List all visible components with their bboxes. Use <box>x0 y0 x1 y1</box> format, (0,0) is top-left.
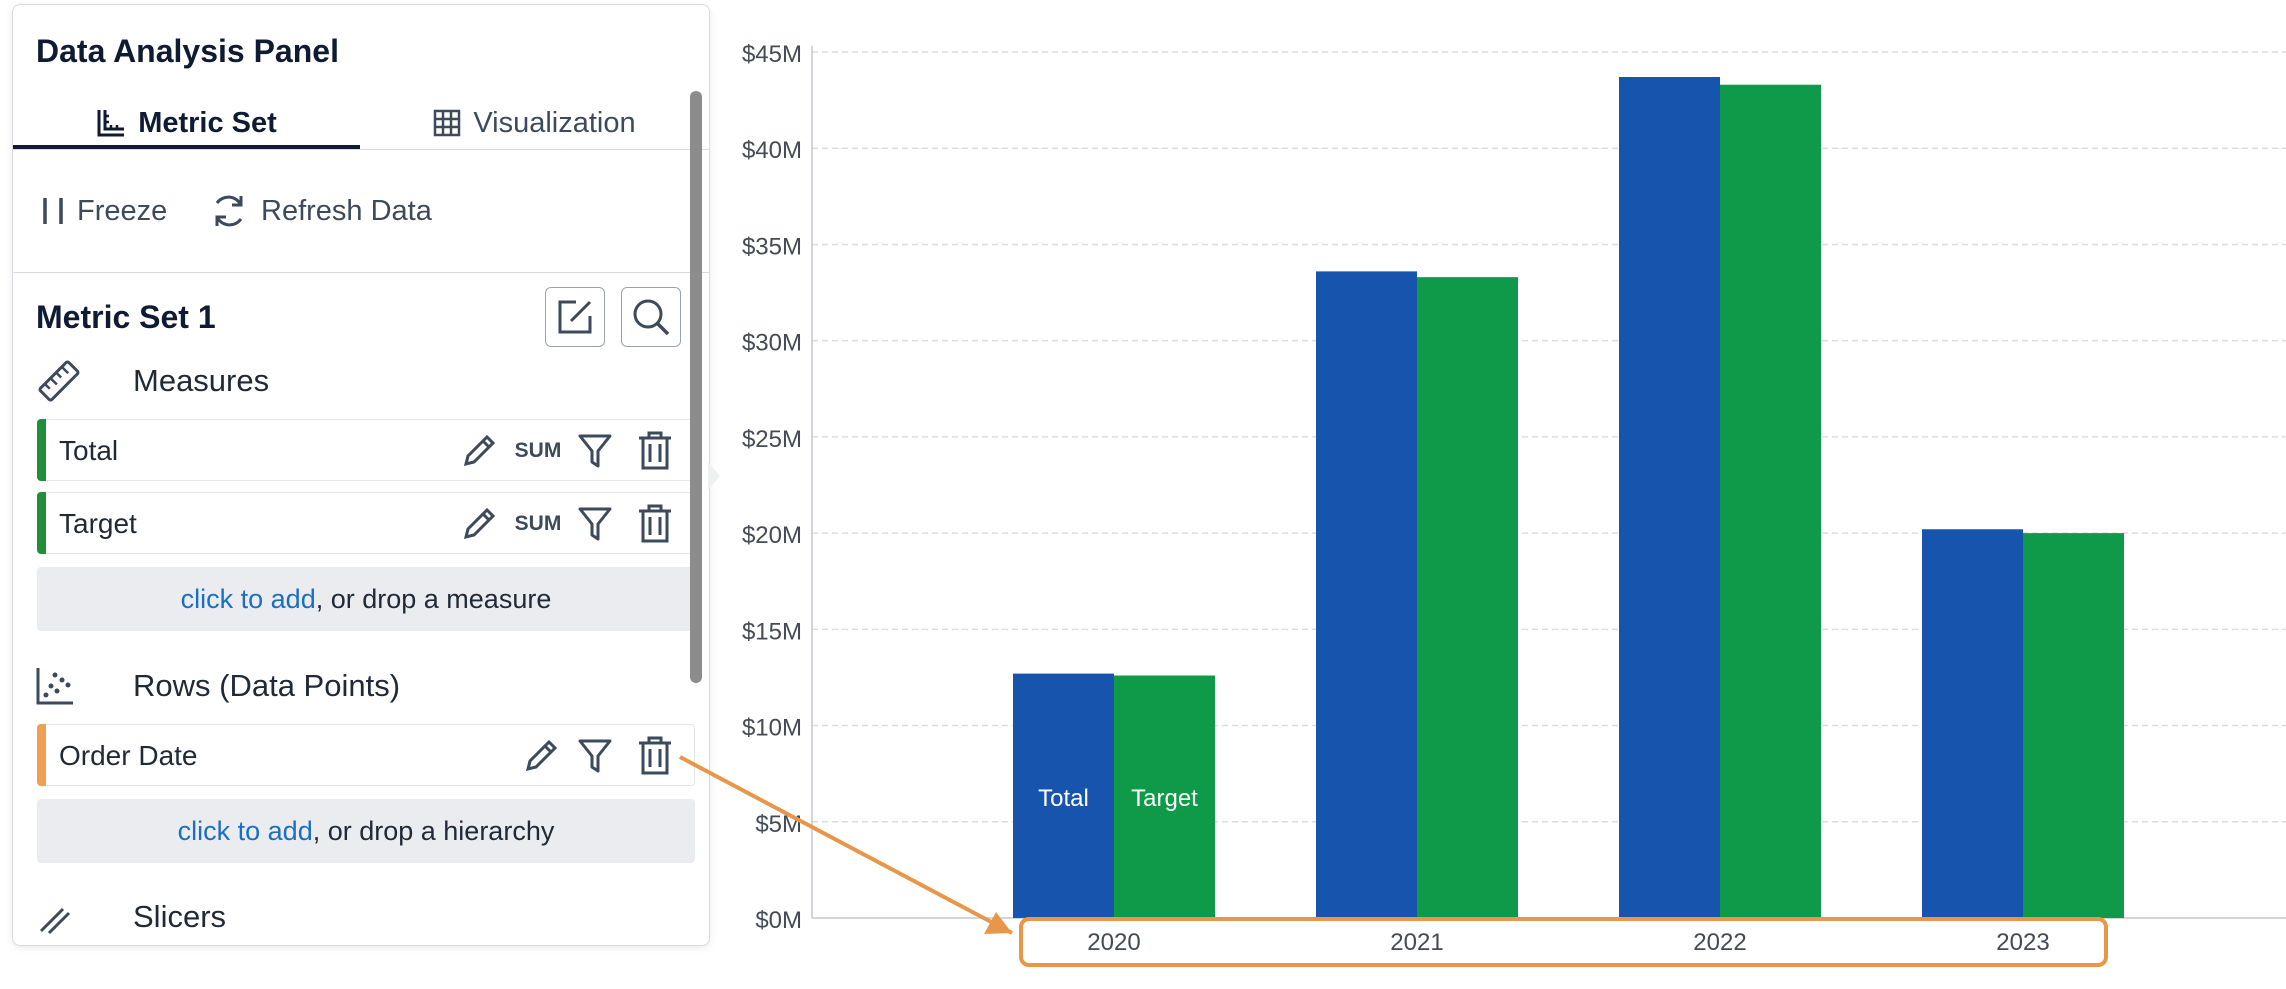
trash-icon <box>639 736 671 775</box>
x-tick-label: 2020 <box>1087 929 1140 956</box>
y-tick-label: $0M <box>755 907 802 934</box>
bar-target-2020 <box>1114 675 1215 918</box>
y-tick-label: $15M <box>742 618 802 645</box>
refresh-data-label: Refresh Data <box>261 194 432 227</box>
bar-target-2023 <box>2023 533 2124 918</box>
aggregation-button[interactable]: SUM <box>514 439 562 462</box>
filter-row-button[interactable] <box>574 735 616 777</box>
refresh-data-button[interactable]: Refresh Data <box>209 185 432 237</box>
bar-total-2022 <box>1619 77 1720 919</box>
add-hierarchy-link[interactable]: click to add <box>177 815 313 846</box>
filter-measure-button[interactable] <box>574 503 616 545</box>
delete-measure-button[interactable] <box>634 430 676 472</box>
bar-target-2021 <box>1417 277 1518 918</box>
y-tick-label: $25M <box>742 426 802 453</box>
tab-visualization[interactable]: Visualization <box>360 97 709 149</box>
measures-heading: Measures <box>133 363 270 398</box>
add-measure-hint: , or drop a measure <box>315 583 552 614</box>
tab-metric-set[interactable]: Metric Set <box>13 97 360 149</box>
slicers-heading: Slicers <box>133 899 227 934</box>
y-tick-label: $35M <box>742 233 802 260</box>
edit-metric-set-button[interactable] <box>545 287 605 347</box>
row-item-order-date[interactable]: Order Date <box>37 724 695 786</box>
active-tab-indicator <box>13 145 360 149</box>
search-icon <box>633 299 670 336</box>
data-analysis-panel: Data Analysis Panel Metric Set Visualiza… <box>12 4 710 946</box>
filter-icon <box>578 434 612 468</box>
edit-row-button[interactable] <box>520 735 562 777</box>
add-measure-dropzone[interactable]: click to add , or drop a measure <box>37 567 695 631</box>
panel-scrollbar[interactable] <box>690 91 702 683</box>
pencil-icon <box>463 507 496 540</box>
edit-measure-button[interactable] <box>458 503 500 545</box>
filter-measure-button[interactable] <box>574 430 616 472</box>
rows-heading: Rows (Data Points) <box>133 668 401 703</box>
row-label: Order Date <box>59 740 198 771</box>
row-color-bar <box>37 724 46 786</box>
slicer-icon <box>39 907 71 935</box>
scatter-icon <box>36 668 73 705</box>
freeze-label: Freeze <box>77 194 168 227</box>
add-measure-link[interactable]: click to add <box>180 583 316 614</box>
rows-section-header: Rows (Data Points) <box>35 662 400 710</box>
filter-icon <box>578 739 612 773</box>
y-tick-label: $40M <box>742 137 802 164</box>
measure-item-target[interactable]: Target SUM <box>37 492 695 554</box>
x-axis-highlight-box <box>1019 917 2108 967</box>
y-tick-label: $30M <box>742 330 802 357</box>
freeze-button[interactable]: Freeze <box>41 185 167 237</box>
measure-label: Target <box>59 508 137 539</box>
bar-total-2021 <box>1316 271 1417 918</box>
panel-title: Data Analysis Panel <box>36 33 339 69</box>
measure-color-bar <box>37 419 46 481</box>
pencil-icon <box>463 434 496 467</box>
pencil-icon <box>525 739 558 772</box>
x-tick-label: 2023 <box>1996 929 2049 956</box>
y-tick-label: $10M <box>742 715 802 742</box>
pause-icon <box>43 198 63 224</box>
search-button[interactable] <box>621 287 681 347</box>
measures-section-header: Measures <box>35 357 269 405</box>
x-tick-label: 2021 <box>1390 929 1443 956</box>
bar-label: Target <box>1131 785 1198 812</box>
grid-icon <box>434 109 461 137</box>
x-tick-label: 2022 <box>1693 929 1746 956</box>
add-hierarchy-dropzone[interactable]: click to add , or drop a hierarchy <box>37 799 695 863</box>
aggregation-button[interactable]: SUM <box>514 512 562 535</box>
measure-item-total[interactable]: Total SUM <box>37 419 695 481</box>
delete-row-button[interactable] <box>634 735 676 777</box>
refresh-icon <box>215 195 243 227</box>
tab-metric-set-label: Metric Set <box>138 106 277 139</box>
bar-total-2020 <box>1013 673 1114 918</box>
bar-label: Total <box>1038 785 1089 812</box>
bar-target-2022 <box>1720 84 1821 918</box>
trash-icon <box>639 431 671 470</box>
tab-visualization-label: Visualization <box>473 106 636 139</box>
trash-icon <box>639 504 671 543</box>
tabs-divider <box>13 149 709 150</box>
metric-set-title: Metric Set 1 <box>36 299 216 335</box>
ruler-chart-icon <box>97 110 125 137</box>
slicers-section-header: Slicers <box>35 893 226 941</box>
add-hierarchy-hint: , or drop a hierarchy <box>312 815 555 846</box>
edit-measure-button[interactable] <box>458 430 500 472</box>
delete-measure-button[interactable] <box>634 503 676 545</box>
panel-pointer <box>708 462 720 490</box>
bar-total-2023 <box>1922 529 2023 918</box>
y-tick-label: $20M <box>742 522 802 549</box>
y-tick-label: $5M <box>755 811 802 838</box>
filter-icon <box>578 507 612 541</box>
edit-square-icon <box>558 300 592 334</box>
ruler-icon <box>38 360 80 402</box>
toolbar-divider <box>13 272 709 273</box>
measure-label: Total <box>59 435 119 466</box>
measure-color-bar <box>37 492 46 554</box>
y-tick-label: $45M <box>742 41 802 68</box>
